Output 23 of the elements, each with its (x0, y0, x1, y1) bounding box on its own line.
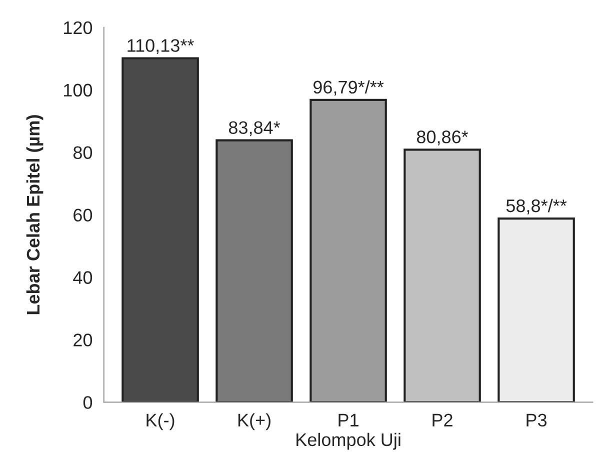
y-tick-label: 40 (73, 271, 92, 284)
y-axis-title: Lebar Celah Epitel (µm) (26, 115, 44, 314)
x-tick-label: P3 (526, 414, 547, 427)
data-label: 83,84* (228, 121, 280, 136)
data-label: 96,79*/** (313, 80, 384, 96)
data-label: 110,13** (128, 39, 194, 54)
x-tick-label: K(+) (238, 413, 270, 430)
y-tick-label: 60 (74, 208, 92, 222)
bar (404, 148, 481, 402)
x-tick-label: K(-) (146, 413, 174, 430)
x-axis-title: Kelompok Uji (296, 432, 400, 450)
x-tick-label: P1 (338, 414, 358, 426)
y-tick-label: 0 (83, 396, 92, 409)
bar (498, 217, 575, 402)
x-tick-label: P2 (432, 414, 452, 426)
y-tick-label: 20 (74, 334, 92, 346)
bar (122, 57, 199, 402)
bar (216, 139, 293, 402)
y-tick-label: 100 (64, 84, 92, 97)
y-tick-label: 120 (64, 21, 92, 34)
data-label: 58,8*/** (506, 198, 567, 214)
y-tick-label: 80 (73, 146, 92, 160)
data-label: 80,86* (416, 130, 468, 146)
